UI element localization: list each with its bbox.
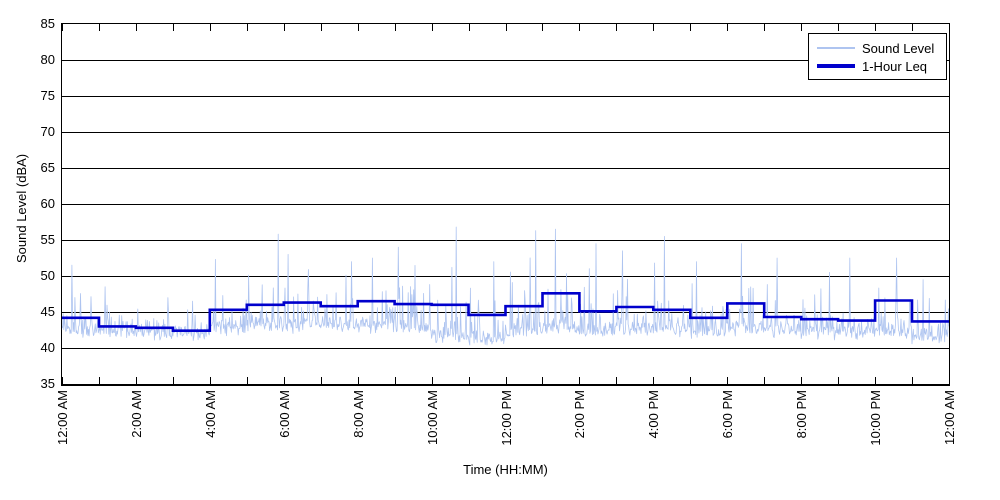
gridline	[62, 96, 949, 97]
sound-level-line-swatch	[817, 47, 855, 49]
y-tick-label: 80	[40, 52, 55, 67]
x-tick-label: 4:00 PM	[646, 390, 662, 439]
x-tick-label: 12:00 AM	[942, 390, 957, 445]
y-tick-label: 55	[40, 232, 55, 247]
legend-label-1-hour-leq: 1-Hour Leq	[862, 58, 928, 74]
y-tick-label: 65	[40, 160, 55, 175]
gridline	[62, 240, 949, 241]
gridline	[62, 276, 949, 277]
legend-label-sound-level: Sound Level	[862, 40, 935, 56]
x-tick-label: 6:00 PM	[720, 390, 736, 439]
x-tick-label: 10:00 AM	[424, 390, 440, 445]
y-tick-label: 60	[40, 196, 55, 211]
x-tick-label: 12:00 PM	[498, 390, 514, 446]
y-tick-label: 40	[40, 340, 55, 355]
x-tick-label: 10:00 PM	[868, 390, 884, 446]
gridline	[62, 168, 949, 169]
x-axis-title: Time (HH:MM)	[463, 462, 548, 477]
y-tick-label: 50	[40, 268, 55, 283]
y-tick-label: 70	[40, 124, 55, 139]
x-tick-label: 2:00 PM	[572, 390, 588, 439]
leq-step-line	[62, 292, 949, 332]
gridline	[62, 348, 949, 349]
y-tick-label: 35	[40, 376, 55, 391]
x-tick-label: 8:00 PM	[794, 390, 810, 439]
plot-area	[61, 23, 950, 386]
gridline	[62, 204, 949, 205]
legend-entry-1-hour-leq: 1-Hour Leq	[809, 57, 946, 75]
chart-canvas	[62, 24, 949, 384]
gridline	[62, 60, 949, 61]
legend: Sound Level 1-Hour Leq	[808, 33, 947, 80]
y-tick-label: 45	[40, 304, 55, 319]
x-tick-label: 8:00 AM	[350, 390, 366, 438]
y-tick-label: 75	[40, 88, 55, 103]
x-tick-label: 2:00 AM	[128, 390, 144, 438]
legend-entry-sound-level: Sound Level	[809, 39, 946, 57]
gridline	[62, 132, 949, 133]
sound-level-trace	[62, 226, 949, 346]
leq-line-swatch	[817, 64, 855, 68]
x-tick-label: 12:00 AM	[55, 390, 70, 445]
y-tick-label: 85	[40, 16, 55, 31]
x-tick-label: 4:00 AM	[202, 390, 218, 438]
x-tick-label: 6:00 AM	[276, 390, 292, 438]
